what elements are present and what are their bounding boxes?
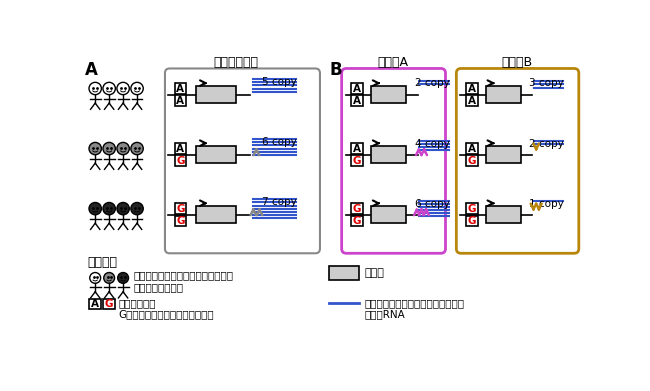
Text: A: A — [353, 143, 361, 154]
Circle shape — [89, 203, 101, 215]
Text: 細胞種A: 細胞種A — [377, 56, 408, 69]
Bar — [196, 146, 236, 163]
Text: G: G — [105, 299, 113, 309]
Bar — [352, 95, 363, 106]
Circle shape — [118, 273, 129, 283]
Text: A: A — [468, 84, 476, 93]
Circle shape — [89, 142, 101, 155]
Text: 1 copy: 1 copy — [529, 199, 564, 209]
Circle shape — [89, 83, 101, 95]
Bar — [352, 83, 363, 94]
Bar — [486, 86, 521, 103]
Bar — [352, 203, 363, 214]
Bar — [466, 203, 478, 214]
Bar — [352, 143, 363, 154]
Bar — [330, 266, 359, 280]
Bar — [486, 146, 521, 163]
Bar — [196, 206, 236, 223]
Text: G: G — [176, 156, 185, 166]
Bar — [352, 215, 363, 226]
Text: A: A — [91, 299, 99, 309]
Text: A: A — [353, 84, 361, 93]
Bar — [466, 143, 478, 154]
Text: G: G — [176, 204, 185, 213]
Text: A: A — [353, 96, 361, 106]
Circle shape — [117, 142, 129, 155]
Text: A: A — [176, 96, 185, 106]
Text: G: G — [353, 156, 361, 166]
Text: 発症リスクを上げるアレルの個数で
色分けした個人。: 発症リスクを上げるアレルの個数で 色分けした個人。 — [134, 270, 234, 292]
Bar — [196, 86, 236, 103]
Text: リスク多型。
Gが発症リスクを上げるアレル。: リスク多型。 Gが発症リスクを上げるアレル。 — [118, 298, 214, 319]
Text: G: G — [176, 216, 185, 226]
Bar — [175, 203, 187, 214]
Circle shape — [104, 273, 114, 283]
Text: A: A — [176, 84, 185, 93]
Text: G: G — [467, 156, 476, 166]
Bar — [175, 95, 187, 106]
Text: ＜補足＞: ＜補足＞ — [88, 256, 118, 269]
Text: 2 copy: 2 copy — [415, 79, 449, 88]
Bar — [103, 299, 115, 310]
Text: 6 copy: 6 copy — [415, 199, 449, 209]
Text: 遺伝子: 遺伝子 — [365, 268, 385, 278]
Text: A: A — [176, 143, 185, 154]
Text: 5 copy: 5 copy — [262, 77, 296, 87]
Bar — [466, 215, 478, 226]
Bar — [466, 83, 478, 94]
Bar — [175, 83, 187, 94]
Bar — [371, 86, 406, 103]
Circle shape — [117, 203, 129, 215]
Circle shape — [103, 142, 115, 155]
Text: 6 copy: 6 copy — [262, 137, 296, 147]
Bar — [466, 95, 478, 106]
Text: 上記遺伝子から転写されたメッセン
ジャーRNA: 上記遺伝子から転写されたメッセン ジャーRNA — [365, 298, 465, 319]
Bar — [90, 299, 101, 310]
Circle shape — [131, 83, 143, 95]
Text: A: A — [85, 61, 98, 79]
Text: 4 copy: 4 copy — [415, 138, 449, 149]
Bar — [466, 156, 478, 166]
Circle shape — [131, 142, 143, 155]
Text: 3 copy: 3 copy — [529, 79, 564, 88]
Bar — [352, 156, 363, 166]
Bar — [486, 206, 521, 223]
Text: 2 copy: 2 copy — [529, 138, 564, 149]
Bar — [371, 146, 406, 163]
Text: 細胞種B: 細胞種B — [501, 56, 532, 69]
Text: A: A — [468, 143, 476, 154]
Circle shape — [131, 203, 143, 215]
Circle shape — [117, 83, 129, 95]
Text: B: B — [330, 61, 342, 79]
Bar — [175, 156, 187, 166]
Circle shape — [103, 83, 115, 95]
Circle shape — [103, 203, 115, 215]
Bar — [371, 206, 406, 223]
Text: G: G — [467, 204, 476, 213]
Bar — [175, 143, 187, 154]
Text: G: G — [467, 216, 476, 226]
Text: G: G — [353, 216, 361, 226]
Text: A: A — [468, 96, 476, 106]
Text: 7 copy: 7 copy — [262, 197, 296, 207]
Text: G: G — [353, 204, 361, 213]
Text: 未分画末梢血: 未分画末梢血 — [214, 56, 259, 69]
Circle shape — [90, 273, 101, 283]
Bar — [175, 215, 187, 226]
